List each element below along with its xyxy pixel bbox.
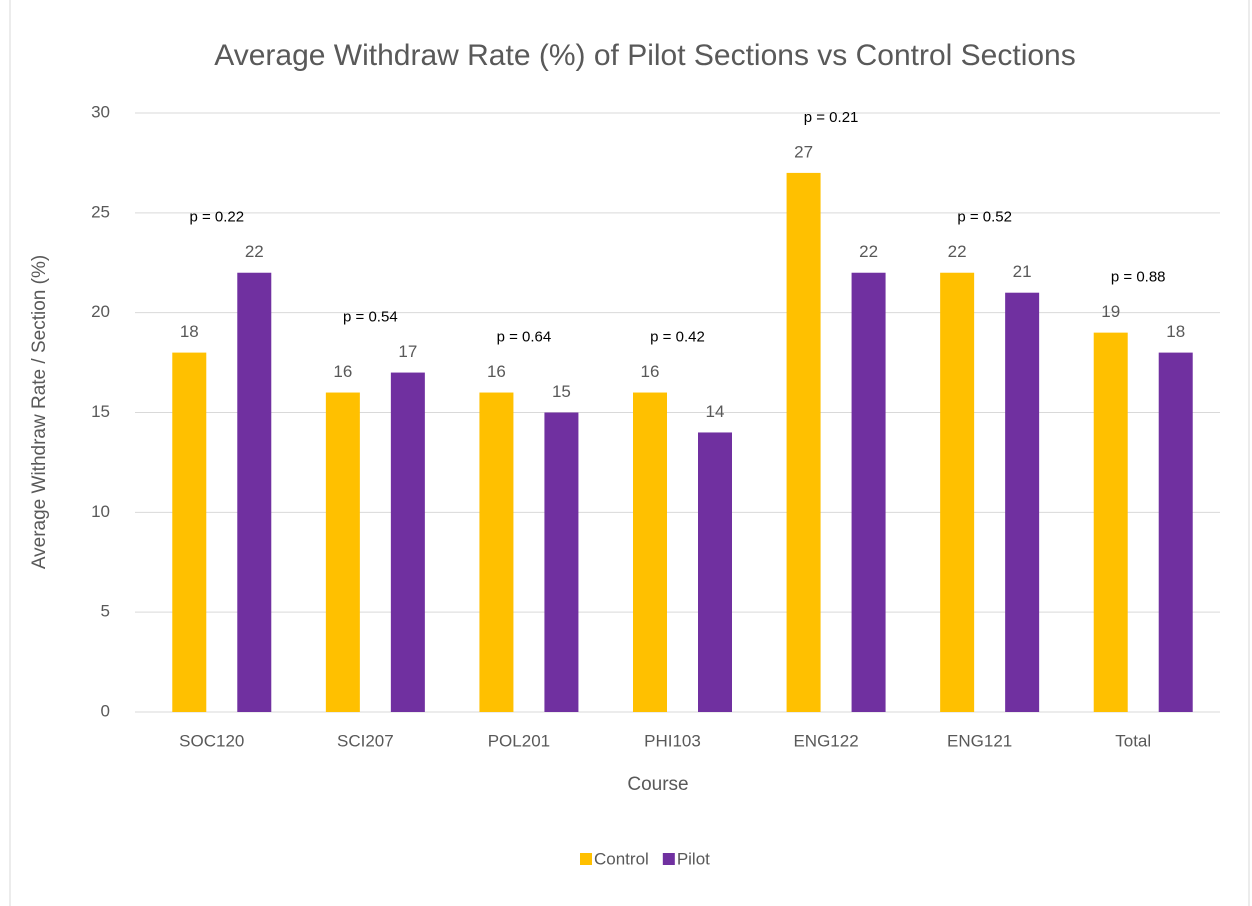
y-tick-label: 15 (91, 402, 110, 421)
bar (1093, 332, 1128, 712)
y-tick-label: 25 (91, 202, 110, 221)
x-tick-label: POL201 (488, 731, 550, 750)
chart-title: Average Withdraw Rate (%) of Pilot Secti… (214, 39, 1075, 72)
legend-label: Pilot (677, 849, 710, 868)
bar (390, 372, 425, 712)
x-tick-label: PHI103 (644, 731, 701, 750)
value-label: 18 (1166, 322, 1185, 341)
value-label: 19 (1101, 302, 1120, 321)
value-label: 22 (245, 242, 264, 261)
y-axis-label: Average Withdraw Rate / Section (%) (29, 255, 50, 569)
value-label: 21 (1013, 262, 1032, 281)
p-value-annotation: p = 0.52 (957, 209, 1012, 226)
y-tick-label: 5 (101, 602, 110, 621)
bar (851, 272, 886, 712)
y-tick-label: 20 (91, 302, 110, 321)
bar (1158, 352, 1193, 712)
y-tick-label: 0 (101, 701, 110, 720)
legend-label: Control (594, 849, 649, 868)
bar (172, 352, 207, 712)
value-label: 22 (859, 242, 878, 261)
bar (479, 392, 514, 712)
p-value-annotation: p = 0.42 (650, 329, 705, 346)
x-tick-label: SCI207 (337, 731, 394, 750)
value-label: 16 (641, 362, 660, 381)
value-label: 18 (180, 322, 199, 341)
p-value-annotation: p = 0.22 (189, 209, 244, 226)
bar (786, 172, 821, 712)
x-tick-label: Total (1115, 731, 1151, 750)
x-tick-label: ENG121 (947, 731, 1012, 750)
value-label: 27 (794, 142, 813, 161)
y-tick-label: 30 (91, 102, 110, 121)
chart-border (9, 0, 1250, 906)
p-value-annotation: p = 0.64 (497, 329, 552, 346)
p-value-annotation: p = 0.54 (343, 309, 398, 326)
value-label: 15 (552, 382, 571, 401)
bar (940, 272, 975, 712)
p-value-annotation: p = 0.88 (1111, 269, 1166, 286)
bar (698, 432, 732, 712)
p-value-annotation: p = 0.21 (804, 109, 859, 126)
value-label: 16 (333, 362, 352, 381)
y-tick-label: 10 (91, 502, 110, 521)
legend-swatch (580, 853, 592, 865)
bar (237, 272, 272, 712)
value-label: 14 (706, 402, 725, 421)
value-label: 22 (948, 242, 967, 261)
value-label: 17 (398, 342, 417, 361)
bar (325, 392, 360, 712)
x-axis-label: Course (627, 774, 688, 795)
bar (633, 392, 667, 712)
legend-swatch (662, 853, 675, 865)
x-tick-label: ENG122 (793, 731, 858, 750)
bar (1005, 292, 1040, 712)
value-label: 16 (487, 362, 506, 381)
bar (544, 412, 579, 712)
x-tick-label: SOC120 (179, 731, 244, 750)
